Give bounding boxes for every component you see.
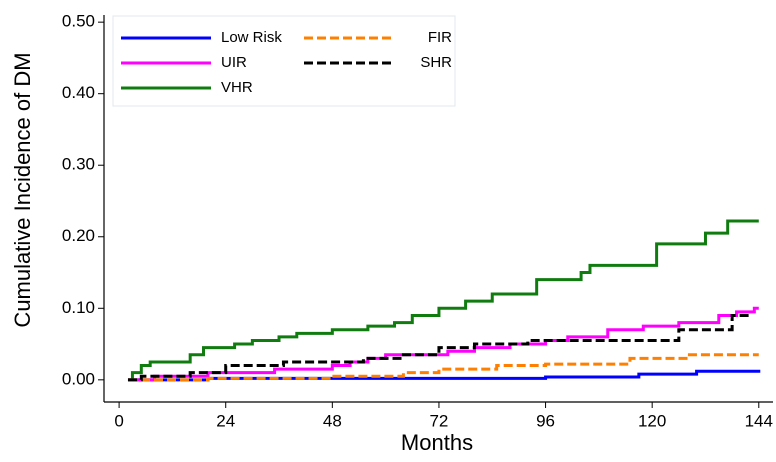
x-axis-title: Months bbox=[401, 430, 473, 455]
legend-label: UIR bbox=[221, 54, 247, 71]
x-tick-label: 96 bbox=[536, 411, 555, 430]
step-line bbox=[127, 353, 759, 382]
x-tick-label: 72 bbox=[429, 411, 448, 430]
x-tick-label: 24 bbox=[216, 411, 235, 430]
x-tick-label: 144 bbox=[745, 411, 773, 430]
step-line bbox=[127, 219, 759, 382]
legend-label: FIR bbox=[428, 29, 452, 46]
y-tick-label: 0.30 bbox=[62, 155, 95, 174]
x-tick-label: 0 bbox=[114, 411, 123, 430]
y-tick-label: 0.50 bbox=[62, 12, 95, 31]
x-tick-label: 48 bbox=[323, 411, 342, 430]
step-line bbox=[127, 313, 750, 382]
y-tick-label: 0.00 bbox=[62, 369, 95, 388]
y-tick-label: 0.10 bbox=[62, 298, 95, 317]
legend-label: VHR bbox=[221, 79, 253, 96]
y-tick-label: 0.40 bbox=[62, 83, 95, 102]
legend-box bbox=[112, 15, 456, 107]
step-line bbox=[127, 306, 759, 382]
y-axis-title: Cumulative Incidence of DM bbox=[10, 52, 35, 327]
x-tick-label: 120 bbox=[638, 411, 666, 430]
y-tick-label: 0.20 bbox=[62, 226, 95, 245]
legend-label: Low Risk bbox=[221, 29, 282, 46]
legend-label: SHR bbox=[420, 54, 452, 71]
